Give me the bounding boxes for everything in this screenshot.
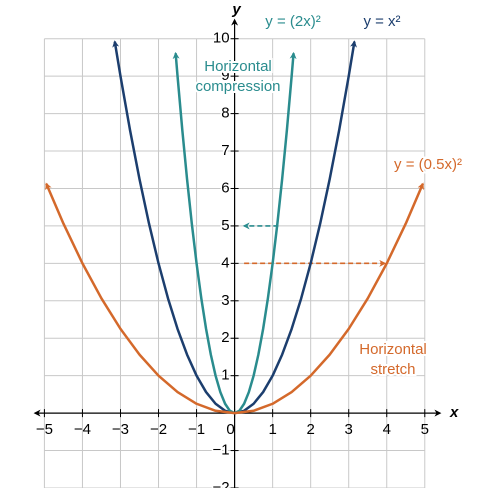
series-label: y = x²: [363, 13, 400, 30]
x-tick-label: 4: [383, 421, 391, 438]
y-axis-title: y: [231, 1, 241, 18]
y-tick-label: 2: [221, 329, 229, 346]
x-tick-label: 0: [226, 421, 234, 438]
y-tick-label: 4: [221, 254, 229, 271]
y-tick-label: 10: [213, 30, 230, 47]
x-tick-label: 1: [268, 421, 276, 438]
y-tick-label: 7: [221, 142, 229, 159]
y-tick-label: −2: [212, 479, 229, 488]
x-axis-title: x: [449, 404, 459, 421]
y-tick-label: 1: [221, 367, 229, 384]
y-tick-label: 5: [221, 217, 229, 234]
y-tick-label: 6: [221, 179, 229, 196]
x-tick-label: −3: [112, 421, 129, 438]
y-tick-label: 3: [221, 292, 229, 309]
x-tick-label: 2: [307, 421, 315, 438]
y-tick-label: 9: [221, 67, 229, 84]
y-tick-label: −1: [212, 442, 229, 459]
x-tick-label: 5: [421, 421, 429, 438]
x-tick-label: −4: [74, 421, 91, 438]
x-tick-label: −1: [188, 421, 205, 438]
x-tick-label: −5: [36, 421, 53, 438]
series-label: y = (0.5x)²: [394, 156, 462, 173]
curve: [45, 182, 425, 415]
x-tick-label: −2: [150, 421, 167, 438]
series-label: y = (2x)²: [265, 13, 320, 30]
y-tick-label: 8: [221, 105, 229, 122]
annotation: stretch: [370, 361, 415, 378]
annotation: compression: [195, 78, 280, 95]
x-tick-label: 3: [345, 421, 353, 438]
annotation: Horizontal: [204, 58, 272, 75]
annotation: Horizontal: [359, 341, 427, 358]
